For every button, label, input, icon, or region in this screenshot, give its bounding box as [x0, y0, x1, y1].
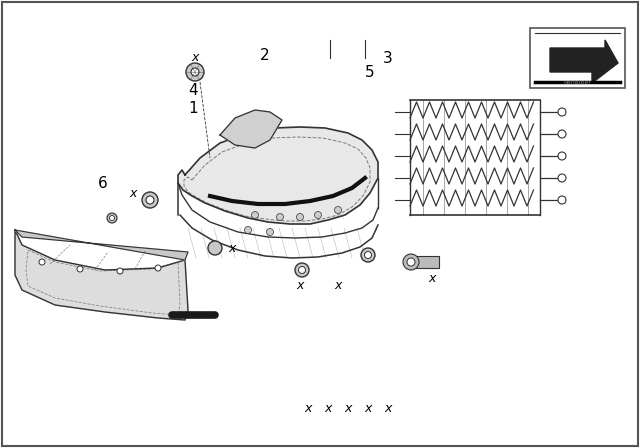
Circle shape [252, 211, 259, 219]
Circle shape [208, 241, 222, 255]
Text: 3: 3 [383, 51, 393, 65]
Circle shape [186, 63, 204, 81]
Polygon shape [550, 40, 618, 83]
Circle shape [558, 130, 566, 138]
Text: 4: 4 [188, 82, 198, 98]
Text: x: x [304, 401, 312, 414]
Circle shape [558, 174, 566, 182]
Circle shape [407, 258, 415, 266]
Circle shape [244, 227, 252, 233]
Text: x: x [129, 186, 137, 199]
Text: x: x [228, 241, 236, 254]
Circle shape [365, 251, 371, 258]
Circle shape [191, 68, 199, 76]
Polygon shape [178, 127, 378, 224]
Circle shape [117, 268, 123, 274]
Text: oehelper: oehelper [564, 80, 591, 85]
Circle shape [403, 254, 419, 270]
Circle shape [558, 108, 566, 116]
Circle shape [142, 192, 158, 208]
Text: 2: 2 [260, 47, 270, 63]
Circle shape [155, 265, 161, 271]
Circle shape [109, 215, 115, 220]
Circle shape [335, 207, 342, 214]
Circle shape [107, 213, 117, 223]
Text: x: x [344, 401, 352, 414]
Text: x: x [384, 401, 392, 414]
Text: x: x [296, 279, 304, 292]
Text: 1: 1 [188, 100, 198, 116]
Text: x: x [324, 401, 332, 414]
Text: x: x [428, 271, 436, 284]
Circle shape [298, 267, 305, 273]
Polygon shape [15, 230, 188, 320]
Circle shape [314, 211, 321, 219]
Circle shape [296, 214, 303, 220]
Circle shape [295, 263, 309, 277]
Circle shape [146, 196, 154, 204]
Circle shape [39, 259, 45, 265]
Circle shape [276, 214, 284, 220]
Text: x: x [191, 51, 198, 64]
Bar [530, 28, 625, 88]
Bar [415, 256, 439, 268]
Text: x: x [334, 279, 342, 292]
Text: 5: 5 [365, 65, 375, 79]
Text: x: x [364, 401, 372, 414]
Circle shape [558, 196, 566, 204]
Circle shape [266, 228, 273, 236]
Text: 6: 6 [98, 176, 108, 190]
Circle shape [77, 266, 83, 272]
Circle shape [558, 152, 566, 160]
Polygon shape [220, 110, 282, 148]
Circle shape [361, 248, 375, 262]
Polygon shape [15, 230, 188, 260]
